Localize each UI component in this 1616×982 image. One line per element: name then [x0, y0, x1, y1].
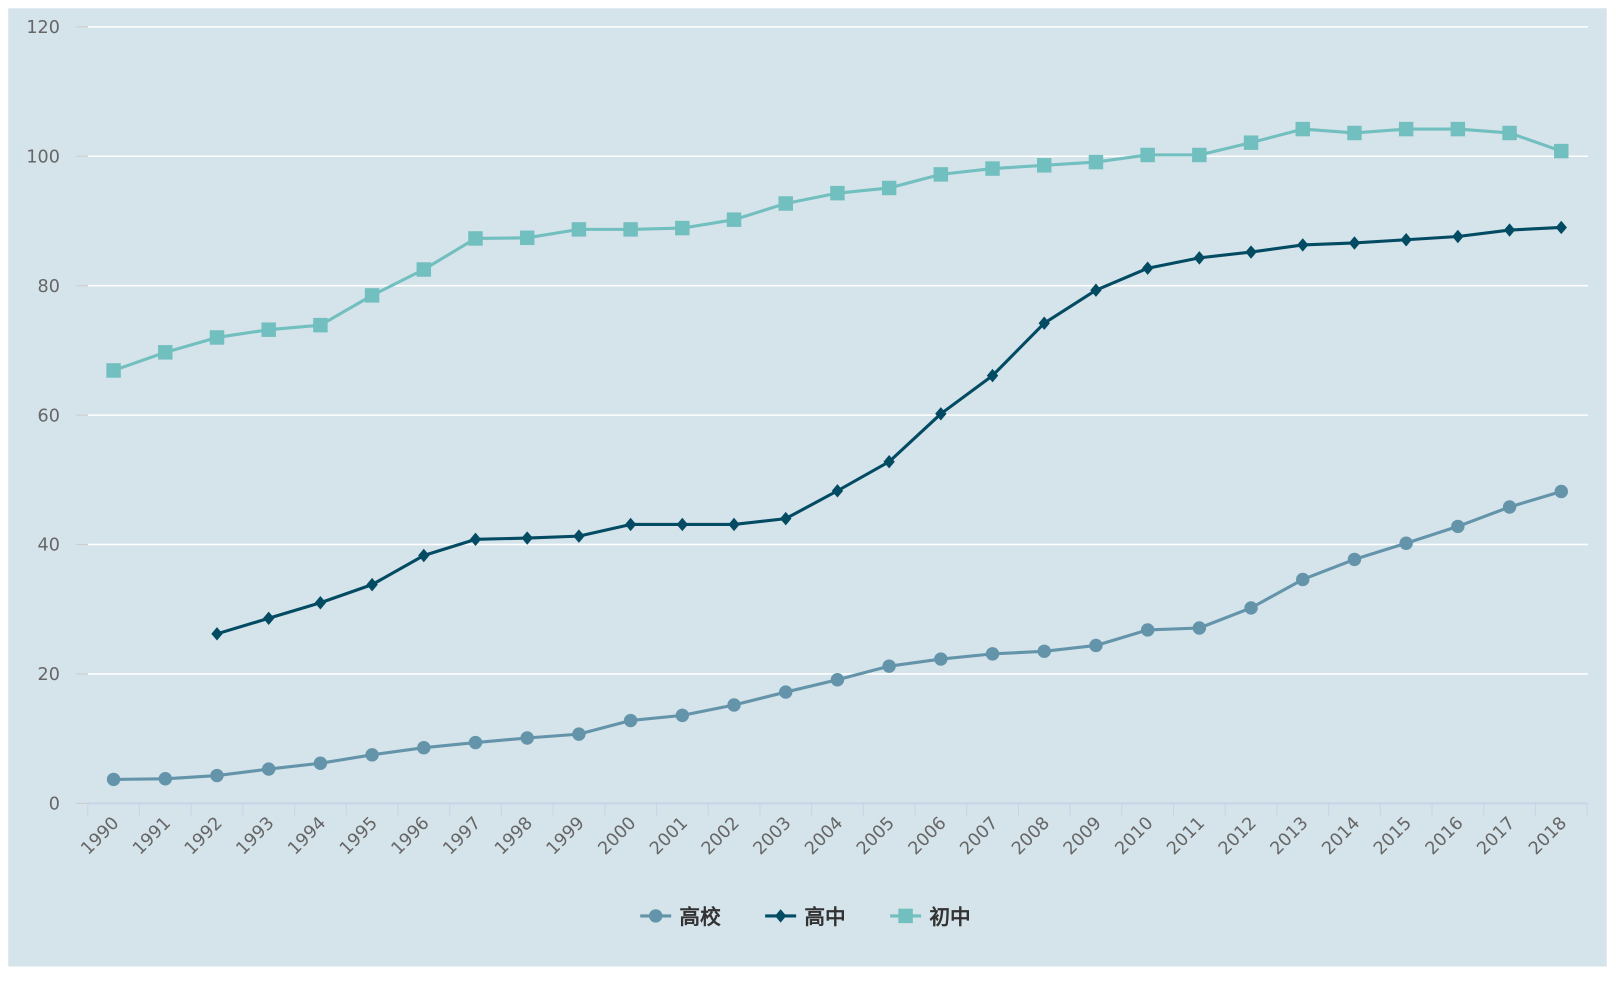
data-point — [468, 231, 483, 246]
legend-label: 高中 — [804, 905, 845, 929]
y-axis: 0 20 40 60 80 100 120 — [26, 18, 88, 815]
data-point — [728, 517, 740, 532]
data-point — [364, 288, 380, 303]
data-point — [882, 659, 896, 673]
data-point — [1243, 135, 1259, 150]
data-point — [1037, 644, 1051, 659]
series-group — [106, 121, 1569, 787]
data-point — [1140, 147, 1155, 163]
data-point — [106, 772, 121, 787]
data-point — [1140, 623, 1155, 637]
data-point — [1296, 572, 1310, 587]
data-point — [1297, 238, 1309, 252]
data-point — [469, 532, 482, 547]
data-point — [261, 762, 276, 776]
data-point — [1245, 245, 1257, 259]
data-point — [261, 322, 276, 337]
chart-background — [8, 8, 1607, 967]
data-point — [1503, 223, 1516, 237]
legend-label: 初中 — [929, 905, 970, 929]
data-point — [830, 673, 845, 687]
data-point — [519, 230, 535, 246]
gridlines — [87, 26, 1589, 675]
data-point — [1192, 147, 1207, 163]
data-point — [933, 167, 949, 182]
y-tick-label: 80 — [38, 277, 60, 297]
data-point — [158, 345, 173, 360]
data-point — [1554, 143, 1569, 159]
data-point — [158, 772, 172, 786]
data-point — [1244, 601, 1258, 615]
legend-marker-icon — [648, 909, 663, 923]
data-point — [780, 511, 792, 526]
data-point — [1348, 236, 1361, 250]
data-point — [1452, 229, 1464, 244]
data-point — [365, 748, 379, 762]
data-point — [571, 222, 587, 237]
y-tick-label: 40 — [38, 536, 60, 556]
data-point — [985, 161, 1000, 176]
data-point — [416, 262, 432, 277]
data-point — [520, 731, 534, 745]
data-point — [1088, 154, 1104, 170]
data-point — [1502, 125, 1517, 141]
data-point — [263, 611, 275, 626]
data-point — [210, 768, 224, 783]
data-point — [1398, 121, 1414, 137]
y-tick-label: 100 — [26, 147, 59, 167]
legend-marker-icon — [898, 908, 913, 924]
data-point — [1502, 500, 1517, 514]
legend-item-0[interactable]: 高校 — [640, 905, 721, 929]
data-point — [1038, 316, 1050, 330]
data-point — [778, 196, 793, 211]
series-2 — [106, 121, 1569, 378]
data-point — [675, 708, 690, 723]
data-point — [418, 548, 430, 563]
legend: 高校 高中 初中 — [640, 905, 971, 929]
data-point — [313, 756, 328, 770]
data-point — [1037, 158, 1052, 173]
data-point — [624, 517, 637, 532]
data-point — [1192, 621, 1207, 635]
y-tick-label: 20 — [38, 665, 60, 685]
data-point — [676, 517, 688, 532]
data-point — [623, 713, 638, 728]
data-point — [779, 685, 793, 699]
data-point — [881, 180, 897, 196]
data-point — [417, 740, 431, 755]
data-point — [1089, 638, 1103, 653]
data-point — [623, 222, 638, 237]
data-point — [1554, 484, 1568, 499]
y-tick-label: 0 — [49, 795, 60, 815]
data-point — [985, 647, 1000, 661]
data-point — [675, 220, 690, 236]
data-point — [1295, 121, 1310, 137]
data-point — [572, 727, 586, 741]
data-point — [366, 577, 378, 592]
data-point — [1347, 125, 1362, 141]
data-point — [830, 185, 845, 201]
data-point — [1347, 552, 1362, 567]
data-point — [934, 652, 948, 666]
data-point — [1451, 519, 1465, 534]
legend-label: 高校 — [679, 905, 721, 929]
data-point — [1400, 233, 1412, 247]
y-tick-label: 120 — [26, 18, 59, 38]
data-point — [727, 698, 741, 712]
data-point — [211, 627, 223, 641]
data-point — [209, 330, 225, 345]
legend-item-2[interactable]: 初中 — [890, 905, 971, 929]
data-point — [313, 317, 328, 333]
data-point — [726, 212, 742, 227]
data-point — [106, 363, 121, 378]
data-point — [986, 368, 999, 383]
series-0 — [106, 484, 1568, 787]
y-tick-label: 60 — [38, 406, 60, 426]
data-point — [1450, 121, 1466, 137]
data-point — [1399, 536, 1413, 550]
data-point — [468, 735, 483, 750]
data-point — [1555, 220, 1567, 235]
legend-item-1[interactable]: 高中 — [765, 905, 846, 929]
